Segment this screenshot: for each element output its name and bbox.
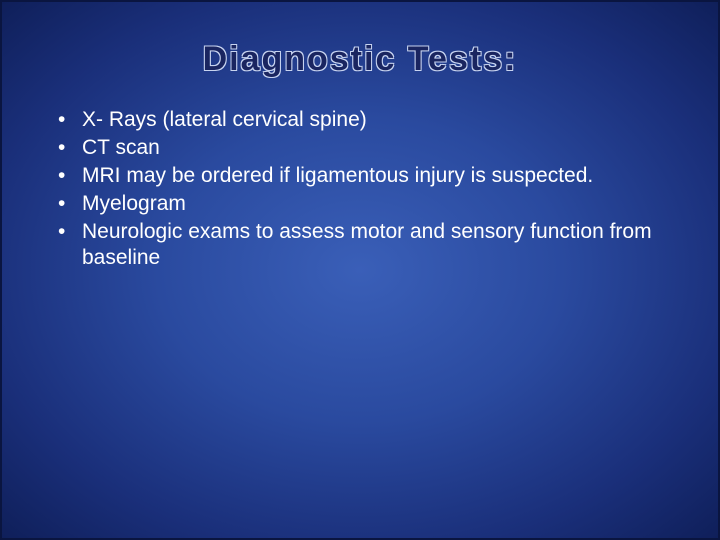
list-item: CT scan: [52, 135, 678, 162]
slide: Diagnostic Tests: X- Rays (lateral cervi…: [0, 0, 720, 540]
list-item: Myelogram: [52, 191, 678, 218]
list-item: X- Rays (lateral cervical spine): [52, 107, 678, 134]
slide-content: X- Rays (lateral cervical spine) CT scan…: [42, 107, 678, 272]
bullet-list: X- Rays (lateral cervical spine) CT scan…: [52, 107, 678, 272]
slide-title: Diagnostic Tests:: [42, 40, 678, 79]
list-item: MRI may be ordered if ligamentous injury…: [52, 163, 678, 190]
list-item: Neurologic exams to assess motor and sen…: [52, 219, 678, 273]
